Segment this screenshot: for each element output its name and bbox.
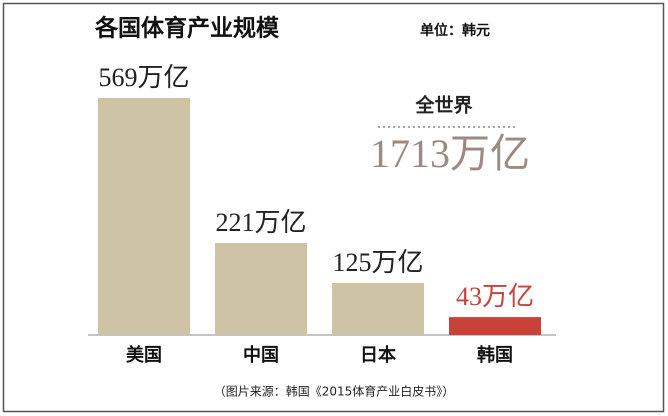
x-tick-label: 韩国 (477, 344, 513, 366)
source-caption: （图片来源：韩国《2015体育产业白皮书》） (214, 384, 455, 399)
chart-title: 各国体育产业规模 (94, 15, 280, 42)
annotation-value: 1713万亿 (370, 131, 530, 176)
value-label: 569万亿 (98, 63, 189, 92)
bar (449, 317, 541, 335)
bar (98, 98, 190, 335)
bar (215, 242, 307, 335)
annotation-label: 全世界 (414, 94, 472, 117)
value-label: 43万亿 (456, 282, 534, 311)
x-tick-label: 日本 (360, 344, 396, 366)
x-tick-label: 中国 (243, 344, 279, 366)
bar (332, 282, 424, 335)
value-label: 125万亿 (332, 248, 423, 277)
x-tick-label: 美国 (126, 344, 162, 366)
value-label: 221万亿 (215, 208, 306, 237)
unit-label: 单位：韩元 (420, 22, 490, 39)
